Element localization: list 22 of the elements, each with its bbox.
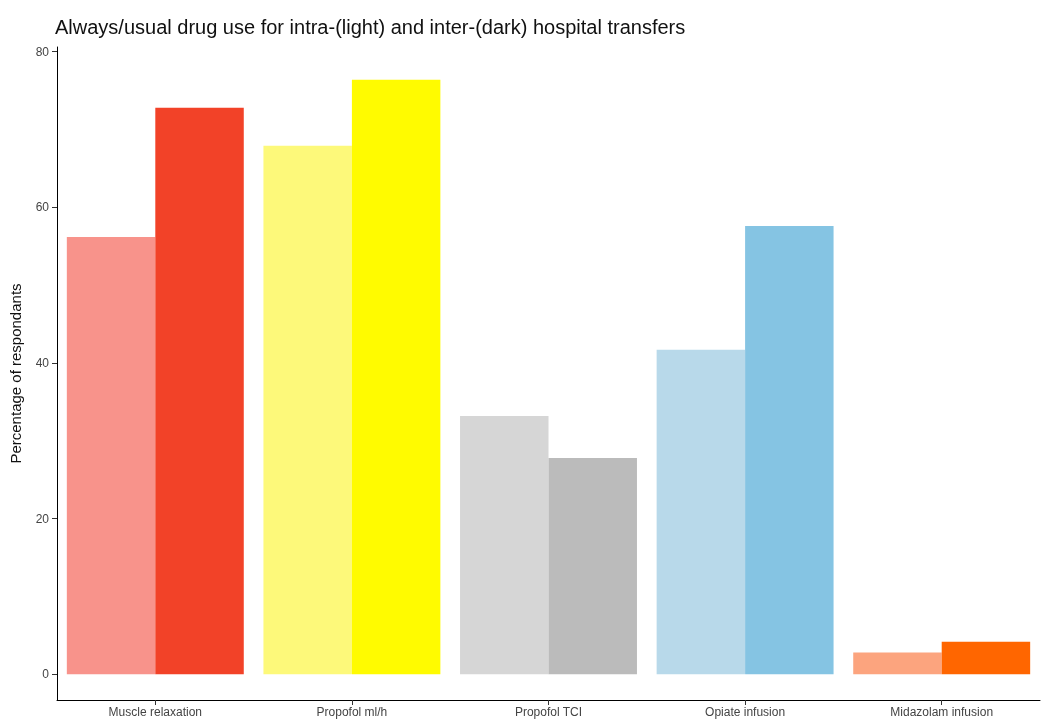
x-tick-label: Propofol ml/h: [316, 705, 388, 719]
bar: [460, 415, 549, 675]
y-tick-label: 60: [35, 200, 50, 215]
bar: [155, 107, 244, 675]
x-tick-label: Propofol TCI: [514, 705, 583, 719]
bar: [548, 457, 637, 675]
bar: [656, 349, 746, 675]
bar: [745, 226, 834, 675]
x-tick-label: Muscle relaxation: [108, 705, 202, 719]
y-tick-label: 80: [35, 44, 50, 59]
y-axis-title: Percentage of respondants: [7, 283, 24, 464]
bar: [941, 641, 1031, 675]
bar: [853, 652, 942, 675]
bar: [66, 236, 156, 675]
bar: [351, 79, 441, 675]
chart-title: Always/usual drug use for intra-(light) and inter-(dark) hospital transfers: [55, 16, 686, 38]
x-tick-label: Midazolam infusion: [890, 705, 994, 719]
y-tick-label: 40: [35, 355, 50, 370]
y-tick-label: 0: [42, 667, 50, 682]
x-tick-label: Opiate infusion: [705, 705, 786, 719]
y-tick-label: 20: [35, 511, 50, 526]
bar: [263, 145, 352, 675]
